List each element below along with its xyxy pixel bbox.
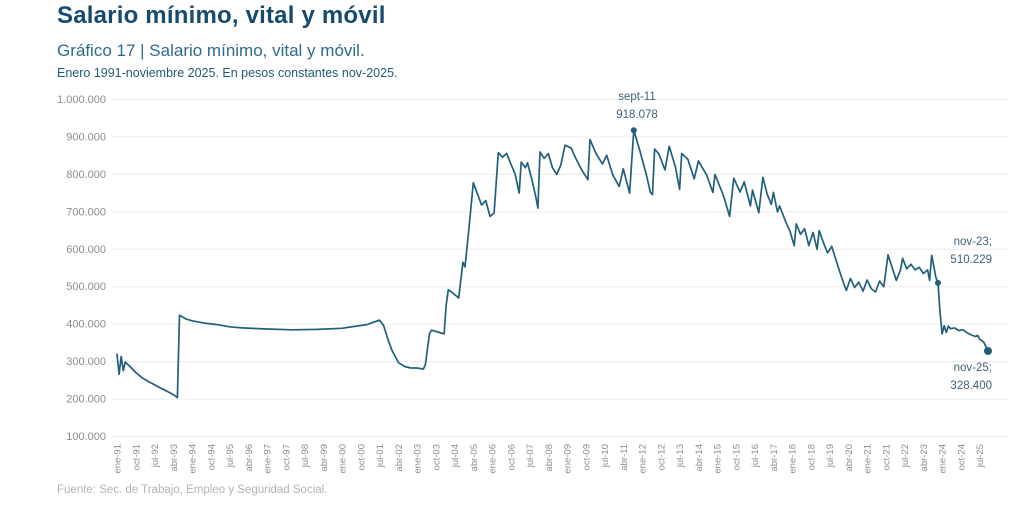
annotation-nov-23-value: 510.229 [950,254,992,266]
annotation-nov-25: nov-25; 328.400 [870,359,992,395]
x-tick-label: abr-93 [169,444,180,471]
x-tick-label: jul-10 [600,444,611,468]
x-tick-label: abr-20 [844,444,855,471]
x-tick-label: jul-01 [375,444,386,468]
x-tick-label: jul-16 [750,444,761,468]
x-tick-label: jul-04 [450,444,461,468]
x-tick-label: oct-94 [206,444,217,470]
chart-subtitle: Gráfico 17 | Salario mínimo, vital y móv… [57,41,365,60]
annotation-nov-25-date: nov-25; [953,362,992,374]
series-line [116,129,989,399]
x-tick-label: oct-09 [581,444,592,470]
x-tick-label: jul-92 [150,444,161,468]
x-tick-label: jul-07 [525,444,536,468]
x-tick-label: ene-12 [638,444,649,474]
x-tick-label: ene-03 [413,444,424,474]
y-tick-label: 200.000 [66,394,106,406]
annotation-nov-23: nov-23; 510.229 [870,233,992,269]
annotation-sept-11: sept-11 918.078 [577,88,697,124]
page-title: Salario mínimo, vital y móvil [57,2,386,29]
x-tick-label: ene-15 [713,444,724,474]
x-tick-label: jul-22 [900,444,911,468]
x-tick-label: abr-14 [694,444,705,471]
x-tick-label: ene-24 [938,444,949,474]
chart-period-note: Enero 1991-noviembre 2025. En pesos cons… [57,66,398,80]
x-tick-label: abr-17 [769,444,780,471]
y-tick-label: 100.000 [66,431,106,443]
point-marker [630,127,637,134]
y-tick-label: 700.000 [66,206,106,218]
x-tick-label: ene-97 [263,444,274,474]
x-tick-label: oct-03 [431,444,442,470]
y-tick-label: 300.000 [66,356,106,368]
x-tick-label: abr-08 [544,444,555,471]
x-tick-label: abr-02 [394,444,405,471]
x-tick-label: oct-18 [806,444,817,470]
y-tick-label: 400.000 [66,319,106,331]
x-tick-label: abr-05 [469,444,480,471]
x-tick-label: oct-91 [131,444,142,470]
annotation-sept-11-value: 918.078 [616,109,658,121]
x-tick-label: abr-99 [319,444,330,471]
point-marker [983,346,992,355]
y-tick-label: 800.000 [66,169,106,181]
x-tick-label: jul-13 [675,444,686,468]
x-tick-label: jul-95 [225,444,236,468]
x-tick-label: ene-09 [563,444,574,474]
annotation-nov-23-date: nov-23; [953,236,992,248]
x-tick-label: abr-96 [244,444,255,471]
x-tick-label: ene-21 [863,444,874,474]
y-tick-label: 900.000 [66,131,106,143]
x-tick-label: oct-12 [656,444,667,470]
x-tick-label: ene-91 [113,444,124,474]
x-tick-label: jul-98 [300,444,311,468]
x-tick-label: ene-06 [488,444,499,474]
x-tick-label: abr-11 [619,444,630,471]
x-tick-label: jul-19 [825,444,836,468]
source-note: Fuente: Sec. de Trabajo, Empleo y Seguri… [57,484,328,496]
x-tick-label: oct-15 [731,444,742,470]
x-tick-label: jul-25 [975,444,986,468]
x-tick-label: oct-24 [956,444,967,470]
x-tick-label: oct-21 [881,444,892,470]
annotation-nov-25-value: 328.400 [950,380,992,392]
y-tick-label: 1.000.000 [57,94,106,106]
x-tick-label: ene-18 [788,444,799,474]
y-tick-label: 600.000 [66,244,106,256]
x-tick-label: ene-94 [188,444,199,474]
x-tick-label: oct-00 [356,444,367,470]
x-tick-label: abr-23 [919,444,930,471]
x-tick-label: oct-97 [281,444,292,470]
y-tick-label: 500.000 [66,281,106,293]
x-tick-label: oct-06 [506,444,517,470]
annotation-sept-11-date: sept-11 [618,91,656,103]
x-tick-label: ene-00 [338,444,349,474]
point-marker [934,279,941,286]
